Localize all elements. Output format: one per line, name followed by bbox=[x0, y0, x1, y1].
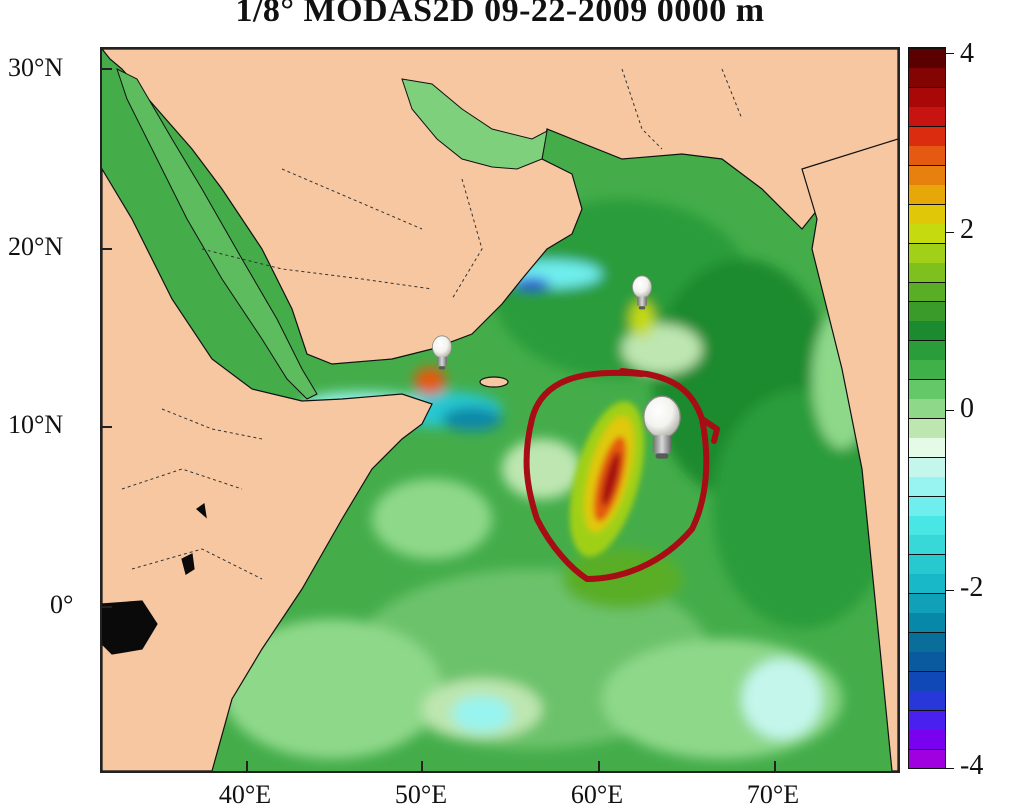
water-red-sea bbox=[116, 68, 318, 400]
land-socotra bbox=[479, 376, 509, 388]
colorbar-band bbox=[909, 553, 945, 574]
colorbar-band bbox=[909, 223, 945, 244]
colorbar-band bbox=[909, 515, 945, 535]
colorbar-tick bbox=[946, 53, 954, 54]
colorbar-label-0: 0 bbox=[960, 393, 974, 424]
colorbar-band bbox=[909, 164, 945, 185]
water-persian-gulf bbox=[401, 78, 548, 170]
red-circle-annotation bbox=[523, 368, 720, 582]
colorbar-band bbox=[909, 184, 945, 205]
colorbar-band bbox=[909, 476, 945, 497]
colorbar-band bbox=[909, 690, 945, 711]
colorbar-band bbox=[909, 456, 945, 477]
map-title: 1/8° MODAS2D 09-22-2009 0000 m bbox=[235, 0, 765, 29]
colorbar-band bbox=[909, 242, 945, 263]
lat-label-10n: 10°N bbox=[8, 410, 64, 439]
colorbar-band bbox=[909, 534, 945, 555]
colorbar-label-2: 2 bbox=[960, 214, 974, 245]
colorbar-band bbox=[909, 573, 945, 594]
lon-label-70e: 70°E bbox=[746, 780, 800, 809]
colorbar-band bbox=[909, 300, 945, 321]
land-arabia-iran bbox=[102, 49, 898, 365]
colorbar-band bbox=[909, 670, 945, 691]
bulb-icon-eddy-center bbox=[643, 395, 681, 459]
colorbar-label-max: 4 bbox=[960, 38, 974, 69]
colorbar-band bbox=[909, 48, 945, 68]
land-lake bbox=[102, 600, 158, 655]
bulb-icon-gulf-of-aden bbox=[431, 335, 453, 370]
colorbar-band bbox=[909, 748, 945, 769]
lon-label-50e: 50°E bbox=[394, 780, 448, 809]
colorbar-band bbox=[909, 495, 945, 516]
colorbar-band bbox=[909, 612, 945, 633]
land-africa bbox=[102, 167, 433, 771]
lat-label-0: 0° bbox=[50, 590, 74, 619]
lat-label-20n: 20°N bbox=[8, 232, 64, 261]
colorbar-band bbox=[909, 378, 945, 399]
warm-eddy-anomaly bbox=[569, 401, 645, 557]
bulb-icon-arabian-sea-north bbox=[631, 275, 653, 310]
colorbar-tick bbox=[946, 232, 954, 233]
colorbar-band bbox=[909, 417, 945, 438]
colorbar-label-neg2: -2 bbox=[960, 572, 984, 603]
colorbar-band bbox=[909, 729, 945, 750]
land-india bbox=[801, 138, 898, 771]
colorbar-band bbox=[909, 320, 945, 341]
colorbar-band bbox=[909, 281, 945, 302]
colorbar-band bbox=[909, 67, 945, 88]
colorbar-band bbox=[909, 339, 945, 360]
colorbar-band bbox=[909, 398, 945, 419]
colorbar-band bbox=[909, 709, 945, 730]
colorbar-band bbox=[909, 86, 945, 107]
colorbar-tick bbox=[946, 410, 954, 411]
colorbar-band bbox=[909, 651, 945, 672]
colorbar-band bbox=[909, 631, 945, 652]
map-svg bbox=[102, 49, 898, 771]
colorbar bbox=[908, 47, 946, 769]
lat-label-30n: 30°N bbox=[8, 53, 64, 82]
map-plot-area bbox=[100, 47, 900, 773]
colorbar-band bbox=[909, 592, 945, 613]
lon-label-40e: 40°E bbox=[218, 780, 272, 809]
colorbar-band bbox=[909, 125, 945, 146]
colorbar-tick bbox=[946, 590, 954, 591]
colorbar-tick bbox=[946, 768, 954, 769]
colorbar-band bbox=[909, 359, 945, 380]
colorbar-band bbox=[909, 145, 945, 166]
lon-label-60e: 60°E bbox=[570, 780, 624, 809]
colorbar-band bbox=[909, 203, 945, 224]
land-masses bbox=[102, 49, 898, 771]
frame-ticks bbox=[102, 68, 776, 771]
colorbar-band bbox=[909, 262, 945, 282]
colorbar-label-min: -4 bbox=[960, 750, 984, 781]
colorbar-band bbox=[909, 437, 945, 458]
colorbar-band bbox=[909, 106, 945, 127]
